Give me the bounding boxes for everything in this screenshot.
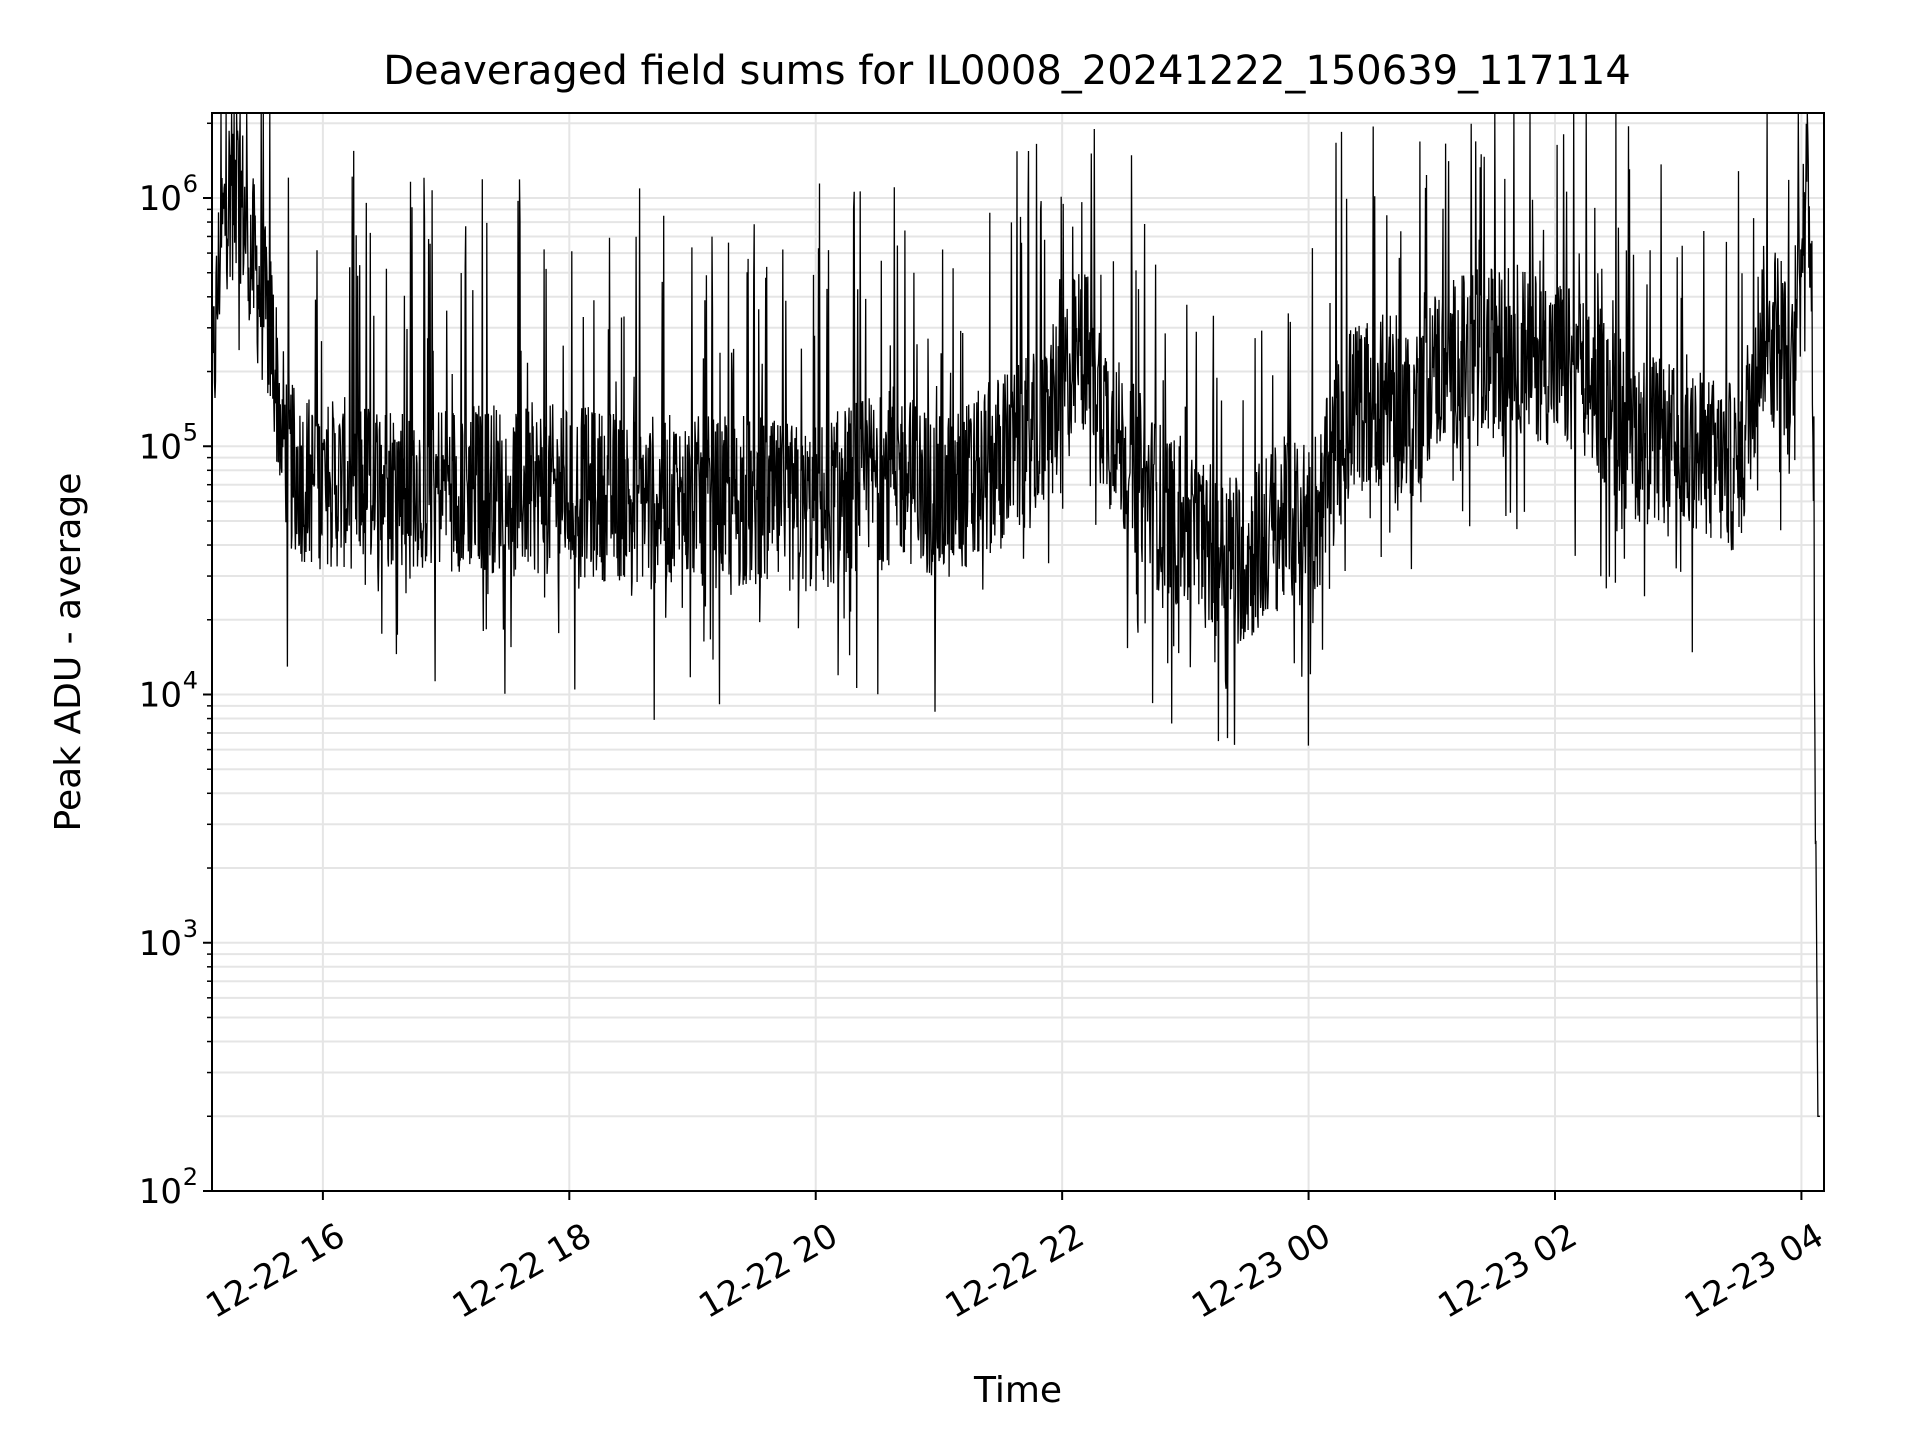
y-tick-label: 10 [139, 179, 182, 219]
chart-title: Deaveraged field sums for IL0008_2024122… [383, 48, 1631, 94]
x-tick-label: 12-23 02 [1431, 1216, 1583, 1327]
x-axis: 12-22 16 12-22 18 12-22 20 12-22 22 12-23 00… [199, 1191, 1830, 1327]
y-tick-exponent: 5 [183, 418, 198, 446]
x-tick-label: 12-22 16 [199, 1216, 351, 1327]
plot-frame [211, 112, 1825, 1192]
x-tick-label: 12-22 20 [692, 1216, 844, 1327]
x-tick-label: 12-22 22 [939, 1216, 1091, 1327]
y-tick-exponent: 4 [183, 667, 198, 695]
y-tick-label: 10 [139, 1172, 182, 1212]
y-tick-exponent: 2 [183, 1163, 198, 1191]
y-tick-label: 10 [139, 427, 182, 467]
y-tick-exponent: 6 [183, 170, 198, 198]
y-tick-label: 10 [139, 676, 182, 716]
x-tick-label: 12-23 04 [1678, 1216, 1830, 1327]
x-tick-label: 12-23 00 [1185, 1216, 1337, 1327]
y-axis-label: Peak ADU - average [48, 473, 89, 832]
grid [212, 113, 1824, 1192]
data-series [211, 112, 1820, 1117]
y-tick-label: 10 [139, 924, 182, 964]
x-axis-label: Time [973, 1370, 1062, 1411]
y-tick-exponent: 3 [183, 915, 198, 943]
series-line [211, 112, 1820, 1117]
x-tick-label: 12-22 18 [446, 1216, 598, 1327]
